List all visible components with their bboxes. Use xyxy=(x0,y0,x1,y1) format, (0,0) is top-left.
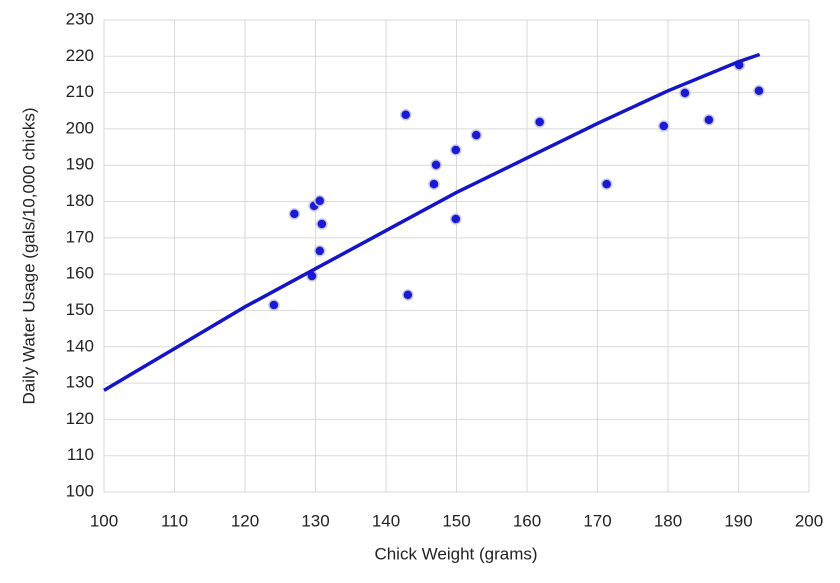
data-point xyxy=(533,116,546,128)
x-tick-label: 120 xyxy=(231,511,259,530)
y-tick-label: 130 xyxy=(66,373,94,392)
x-tick-label: 180 xyxy=(654,511,682,530)
x-tick-label: 140 xyxy=(372,511,400,530)
data-point xyxy=(450,144,462,156)
data-point xyxy=(753,85,765,97)
y-tick-label: 140 xyxy=(66,336,94,355)
x-axis-label: Chick Weight (grams) xyxy=(374,544,537,563)
y-tick-label: 220 xyxy=(66,46,94,65)
data-point xyxy=(600,178,613,190)
data-point xyxy=(288,208,301,220)
y-tick-label: 110 xyxy=(67,445,94,464)
data-point xyxy=(313,245,326,257)
x-tick-label: 170 xyxy=(583,511,611,530)
data-point xyxy=(658,120,670,132)
y-tick-label: 230 xyxy=(66,9,94,28)
data-point xyxy=(268,299,280,311)
y-tick-label: 160 xyxy=(66,264,94,283)
x-tick-label: 130 xyxy=(301,511,329,530)
y-tick-label: 150 xyxy=(66,300,94,319)
y-tick-label: 200 xyxy=(66,118,94,137)
y-tick-label: 210 xyxy=(66,82,94,101)
data-point xyxy=(679,87,691,99)
data-point xyxy=(402,289,414,301)
data-point xyxy=(399,109,412,121)
data-point xyxy=(428,178,440,190)
y-tick-label: 190 xyxy=(66,155,94,174)
data-point xyxy=(313,195,326,207)
data-point xyxy=(316,218,328,230)
x-tick-label: 160 xyxy=(513,511,541,530)
y-tick-label: 100 xyxy=(66,481,94,500)
data-point xyxy=(450,213,462,225)
trend-line xyxy=(103,52,761,392)
data-point xyxy=(703,114,715,126)
y-tick-label: 170 xyxy=(66,227,94,246)
x-tick-label: 150 xyxy=(442,511,470,530)
x-tick-label: 190 xyxy=(724,511,752,530)
x-tick-label: 100 xyxy=(90,511,118,530)
x-tick-label: 110 xyxy=(161,511,188,530)
y-tick-label: 120 xyxy=(66,409,94,428)
y-tick-label: 180 xyxy=(66,191,94,210)
x-tick-label: 200 xyxy=(795,511,823,530)
data-point xyxy=(470,129,482,141)
data-point xyxy=(430,159,442,171)
y-axis-label: Daily Water Usage (gals/10,000 chicks) xyxy=(19,108,38,405)
